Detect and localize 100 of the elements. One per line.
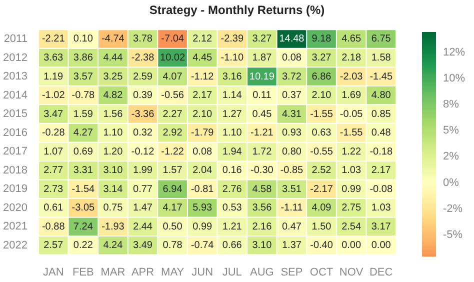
x-tick-label: JUL	[222, 266, 242, 278]
data-label: 1.07	[44, 146, 64, 158]
data-label: -0.78	[72, 90, 95, 102]
data-label: 3.14	[103, 184, 124, 195]
data-label: -1.02	[42, 90, 66, 102]
data-label: -2.21	[42, 34, 66, 45]
data-label: 1.10	[222, 128, 242, 139]
data-label: 3.10	[103, 165, 124, 176]
data-label: 0.39	[133, 90, 153, 102]
data-label: 0.48	[371, 128, 392, 139]
data-label: 2.17	[192, 90, 213, 102]
data-label: 14.48	[279, 34, 305, 45]
data-label: -0.30	[250, 165, 274, 176]
data-label: 3.31	[73, 165, 94, 176]
data-label: 4.31	[282, 108, 302, 120]
data-label: 4.09	[312, 202, 332, 214]
x-tick-label: JUN	[192, 266, 214, 278]
x-tick-label: NOV	[339, 266, 364, 278]
data-label: 1.20	[103, 146, 124, 158]
data-label: 0.32	[133, 128, 153, 139]
data-label: 6.86	[312, 71, 332, 82]
data-label: -2.39	[220, 34, 244, 45]
data-label: 4.82	[103, 90, 124, 102]
color-bar-label: -5%	[443, 228, 463, 241]
data-label: 1.27	[222, 108, 242, 120]
data-label: 3.72	[282, 71, 302, 82]
y-tick-label: 2011	[4, 33, 28, 46]
y-tick-label: 2020	[2, 202, 28, 214]
data-label: 1.56	[103, 108, 124, 120]
data-label: -0.85	[280, 165, 304, 176]
data-label: 1.03	[342, 165, 362, 176]
data-label: 0.77	[133, 184, 153, 195]
y-tick-label: 2019	[2, 183, 28, 196]
data-label: 0.22	[73, 240, 94, 252]
data-label: 3.47	[44, 108, 64, 120]
data-label: -0.74	[190, 240, 214, 252]
data-label: 2.18	[342, 52, 362, 64]
data-label: 2.73	[44, 184, 64, 195]
data-label: 1.58	[371, 52, 392, 64]
data-label: 2.04	[192, 165, 213, 176]
x-tick-label: SEP	[280, 266, 303, 278]
data-label: -1.45	[370, 71, 393, 82]
data-label: 2.57	[44, 240, 64, 252]
chart-title: Strategy - Monthly Returns (%)	[148, 2, 326, 19]
data-label: 3.16	[222, 71, 242, 82]
y-tick-label: 2014	[2, 89, 28, 102]
data-label: 0.63	[312, 128, 332, 139]
data-label: -0.81	[190, 184, 214, 195]
data-label: 0.66	[222, 240, 242, 252]
data-label: 3.63	[44, 52, 64, 64]
data-label: 2.12	[192, 34, 213, 45]
data-label: 2.16	[252, 221, 272, 232]
data-label: -1.93	[102, 221, 125, 232]
data-label: -1.22	[161, 146, 184, 158]
color-bar-label: -2%	[443, 202, 463, 215]
data-label: 3.27	[312, 52, 332, 64]
data-label: 0.50	[162, 221, 183, 232]
data-label: -4.74	[102, 34, 125, 45]
data-label: 1.57	[162, 165, 183, 176]
data-label: 4.80	[371, 90, 392, 102]
y-tick-label: 2018	[2, 164, 28, 176]
data-label: -1.11	[280, 202, 304, 214]
data-label: 1.59	[73, 108, 94, 120]
data-label: -1.21	[250, 128, 274, 139]
y-tick-label: 2017	[2, 146, 28, 158]
y-tick-label: 2013	[2, 70, 28, 83]
data-label: 1.21	[222, 221, 242, 232]
x-tick-label: MAR	[100, 266, 126, 278]
data-label: 4.58	[252, 184, 272, 195]
color-bar-label: 12%	[443, 46, 466, 59]
data-label: 9.18	[312, 34, 332, 45]
data-label: 5.93	[192, 202, 213, 214]
data-label: 2.27	[162, 108, 183, 120]
data-label: 4.27	[73, 128, 94, 139]
data-label: 0.00	[371, 240, 392, 252]
data-label: 0.99	[342, 184, 362, 195]
data-label: -7.04	[161, 34, 184, 45]
data-label: 0.16	[222, 165, 242, 176]
data-label: 1.47	[133, 202, 153, 214]
data-label: 2.76	[222, 184, 242, 195]
data-label: -0.05	[340, 108, 364, 120]
data-label: -3.36	[131, 108, 155, 120]
data-label: 0.75	[103, 202, 124, 214]
data-label: 2.44	[133, 221, 153, 232]
data-label: -0.40	[310, 240, 334, 252]
y-tick-label: 2021	[2, 220, 28, 233]
y-tick-label: 2022	[2, 239, 28, 252]
x-tick-label: MAY	[161, 266, 185, 278]
data-label: 3.57	[73, 71, 94, 82]
data-label: -1.10	[220, 52, 244, 64]
data-label: 0.45	[252, 108, 272, 120]
data-label: 0.78	[162, 240, 183, 252]
data-label: 7.24	[73, 221, 94, 232]
data-label: 2.54	[342, 221, 362, 232]
data-label: -0.28	[42, 128, 66, 139]
data-label: 2.10	[192, 108, 213, 120]
data-label: 1.99	[133, 165, 153, 176]
data-label: 10.19	[249, 71, 275, 82]
data-label: 4.65	[342, 34, 362, 45]
data-label: 2.75	[342, 202, 362, 214]
